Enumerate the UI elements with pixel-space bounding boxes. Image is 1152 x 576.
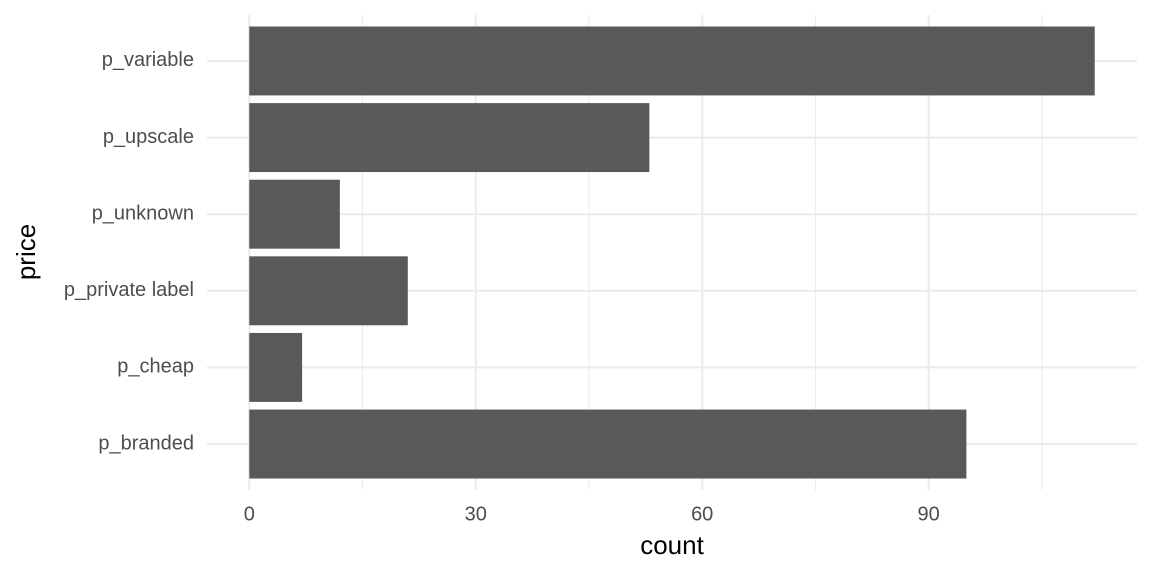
x-tick-label: 90: [918, 503, 940, 525]
y-tick-label: p_cheap: [117, 356, 194, 378]
x-tick-label: 60: [691, 503, 713, 525]
bar: [249, 179, 340, 249]
bar: [249, 409, 967, 479]
bar: [249, 103, 650, 173]
bar: [249, 332, 303, 402]
x-tick-label: 0: [244, 503, 255, 525]
y-tick-label: p_unknown: [92, 202, 194, 224]
y-tick-label: p_upscale: [103, 126, 194, 148]
bar: [249, 26, 1095, 96]
y-axis-title: price: [11, 224, 41, 280]
y-tick-label: p_variable: [102, 49, 194, 71]
x-axis-title: count: [640, 530, 704, 560]
y-tick-label: p_private label: [64, 279, 194, 301]
x-tick-label: 30: [465, 503, 487, 525]
bar: [249, 256, 408, 326]
y-tick-label: p_branded: [98, 432, 194, 454]
